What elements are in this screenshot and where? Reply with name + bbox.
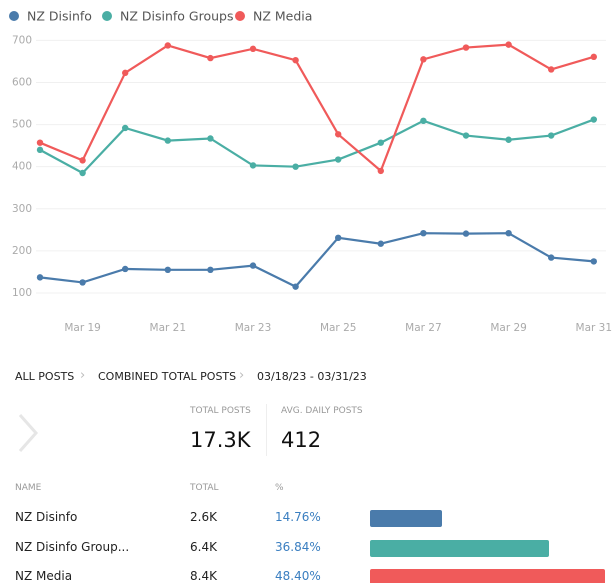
series-line xyxy=(39,118,595,175)
legend-label: NZ Disinfo xyxy=(27,9,92,24)
legend-label: NZ Disinfo Groups xyxy=(120,9,233,24)
data-point xyxy=(420,117,427,125)
x-tick-label: Mar 19 xyxy=(64,322,101,334)
data-point xyxy=(122,69,129,77)
data-point xyxy=(335,131,342,138)
data-point xyxy=(335,156,342,163)
data-point xyxy=(548,66,555,73)
percent-bar xyxy=(370,569,605,583)
breadcrumb-separator: › xyxy=(80,368,86,383)
data-point xyxy=(548,254,555,261)
x-tick-label: Mar 25 xyxy=(320,322,357,334)
series-line xyxy=(39,232,594,289)
data-point xyxy=(377,139,384,146)
series-line xyxy=(39,43,595,173)
y-tick-label: 600 xyxy=(12,77,32,89)
data-point xyxy=(164,266,171,274)
data-point xyxy=(249,162,257,169)
data-point xyxy=(79,157,86,164)
breadcrumb-item[interactable]: COMBINED TOTAL POSTS xyxy=(98,370,237,383)
column-header: TOTAL xyxy=(190,483,219,493)
column-header: % xyxy=(275,483,284,493)
y-tick-label: 300 xyxy=(12,203,32,215)
data-point xyxy=(420,56,427,63)
row-percent: 14.76% xyxy=(275,510,321,524)
legend-label: NZ Media xyxy=(253,9,312,24)
data-point xyxy=(462,44,470,51)
row-total: 8.4K xyxy=(190,569,217,583)
data-point xyxy=(462,230,470,237)
data-point xyxy=(249,262,257,269)
chevron-shape xyxy=(18,414,39,452)
breadcrumb-item[interactable]: ALL POSTS xyxy=(15,370,75,383)
data-point xyxy=(377,240,384,247)
data-point xyxy=(590,116,597,123)
data-point xyxy=(207,54,214,62)
row-total: 2.6K xyxy=(190,510,217,524)
breadcrumb-item: 03/18/23 - 03/31/23 xyxy=(257,370,367,383)
data-point xyxy=(122,124,129,132)
data-point xyxy=(292,283,299,290)
legend-marker xyxy=(9,11,19,21)
data-point xyxy=(207,135,214,142)
data-point xyxy=(590,53,597,61)
data-point xyxy=(164,137,171,144)
y-tick-label: 200 xyxy=(12,245,32,257)
breadcrumb-separator: › xyxy=(239,368,245,383)
data-point xyxy=(36,274,44,281)
x-tick-label: Mar 21 xyxy=(150,322,187,334)
legend-marker xyxy=(102,11,112,21)
row-percent: 36.84% xyxy=(275,540,321,554)
y-tick-label: 500 xyxy=(12,119,32,131)
data-point xyxy=(164,42,171,49)
legend-marker xyxy=(235,11,245,21)
percent-bar xyxy=(370,510,442,527)
x-tick-label: Mar 29 xyxy=(490,322,527,334)
chart: NZ Disinfo NZ Disinfo Groups NZ Media 100 20… xyxy=(9,9,612,334)
stat-label: TOTAL POSTS xyxy=(190,406,251,416)
row-name[interactable]: NZ Disinfo Group... xyxy=(15,540,130,554)
data-point xyxy=(377,167,384,175)
data-point xyxy=(548,132,555,139)
data-point xyxy=(335,234,342,242)
percent-bar xyxy=(370,540,549,557)
stat-value: 17.3K xyxy=(190,428,251,452)
y-tick-label: 700 xyxy=(12,34,32,46)
row-name[interactable]: NZ Disinfo xyxy=(15,510,78,524)
y-tick-label: 100 xyxy=(12,287,32,299)
data-point xyxy=(249,45,257,53)
data-point xyxy=(420,229,427,237)
stat-divider xyxy=(266,404,267,456)
stat-value: 412 xyxy=(281,428,322,452)
data-point xyxy=(292,57,299,64)
data-point xyxy=(122,265,129,273)
x-tick-label: Mar 27 xyxy=(405,322,442,334)
data-point xyxy=(292,163,299,170)
data-point xyxy=(36,146,44,154)
nav-chevron[interactable] xyxy=(14,411,44,455)
data-point xyxy=(505,41,512,48)
data-point xyxy=(505,136,512,143)
data-point xyxy=(36,139,44,146)
stat-label: AVG. DAILY POSTS xyxy=(281,406,363,416)
data-point xyxy=(79,279,86,286)
data-point xyxy=(207,266,214,274)
column-header: NAME xyxy=(15,483,42,493)
data-point xyxy=(590,258,597,265)
y-tick-label: 400 xyxy=(12,161,32,173)
x-tick-label: Mar 31 xyxy=(576,322,612,334)
data-point xyxy=(505,229,512,237)
row-total: 6.4K xyxy=(190,540,217,554)
row-name[interactable]: NZ Media xyxy=(15,569,73,583)
x-tick-label: Mar 23 xyxy=(235,322,272,334)
row-percent: 48.40% xyxy=(275,569,321,583)
data-point xyxy=(79,169,86,177)
data-point xyxy=(462,132,470,139)
